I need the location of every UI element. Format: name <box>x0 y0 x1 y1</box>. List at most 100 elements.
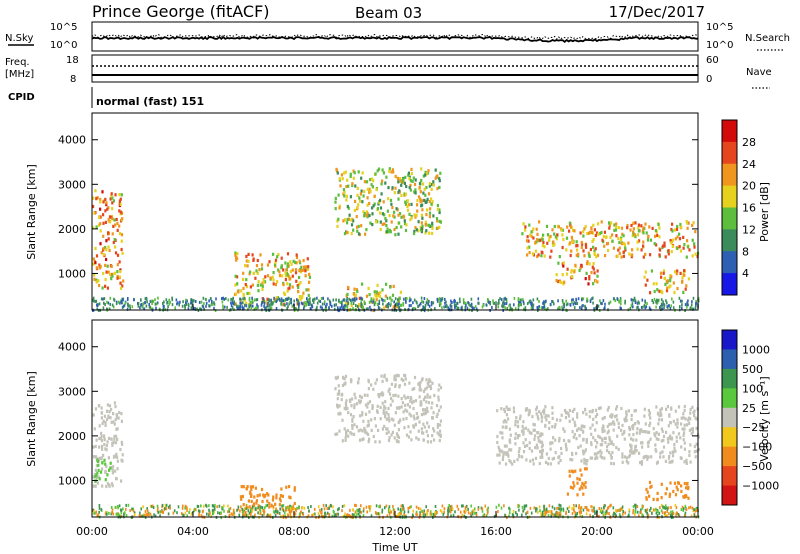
heatmap-cell <box>104 263 107 267</box>
heatmap-cell <box>388 167 391 171</box>
heatmap-cell <box>254 306 257 310</box>
heatmap-cell <box>582 304 584 308</box>
heatmap-cell <box>580 240 583 245</box>
heatmap-cell <box>112 199 115 203</box>
heatmap-cell <box>592 417 595 421</box>
heatmap-cell <box>343 194 346 198</box>
heatmap-cell <box>285 268 288 272</box>
heatmap-cell <box>97 279 100 283</box>
heatmap-cell <box>169 506 171 510</box>
heatmap-cell <box>115 413 118 417</box>
heatmap-cell <box>379 291 382 295</box>
heatmap-cell <box>667 424 670 428</box>
heatmap-cell <box>587 282 590 286</box>
heatmap-cell <box>284 511 286 515</box>
heatmap-cell <box>251 485 255 489</box>
heatmap-cell <box>430 187 433 191</box>
heatmap-cell <box>148 513 150 517</box>
heatmap-cell <box>208 508 210 512</box>
heatmap-cell <box>664 255 667 259</box>
heatmap-cell <box>444 297 446 301</box>
heatmap-cell <box>341 383 344 388</box>
heatmap-cell <box>615 445 618 450</box>
heatmap-cell <box>500 407 503 411</box>
heatmap-cell <box>255 264 259 268</box>
heatmap-cell <box>526 253 529 257</box>
heatmap-cell <box>343 504 346 508</box>
heatmap-cell <box>632 509 635 512</box>
heatmap-cell <box>630 413 633 418</box>
heatmap-cell <box>381 391 384 395</box>
heatmap-cell <box>191 512 194 515</box>
heatmap-cell <box>260 267 264 271</box>
heatmap-cell <box>599 454 602 458</box>
heatmap-cell <box>672 419 675 423</box>
heatmap-cell <box>645 497 648 501</box>
heatmap-cell <box>405 297 407 300</box>
heatmap-cell <box>498 461 501 465</box>
heatmap-cell <box>444 301 446 305</box>
heatmap-cell <box>359 414 362 418</box>
heatmap-cell <box>570 235 573 239</box>
heatmap-cell <box>273 263 277 267</box>
heatmap-cell <box>565 447 568 451</box>
heatmap-cell <box>665 289 669 293</box>
heatmap-cell <box>425 386 428 390</box>
colorbar-frame <box>721 329 738 506</box>
heatmap-cell <box>426 393 429 397</box>
heatmap-cell <box>334 200 337 204</box>
heatmap-cell <box>420 226 423 231</box>
heatmap-cell <box>564 442 567 446</box>
heatmap-cell <box>434 511 436 515</box>
heatmap-cell <box>636 233 639 237</box>
heatmap-cell <box>344 436 347 440</box>
heatmap-cell <box>376 302 379 306</box>
power-ylabel: Slant Range [km] <box>25 164 38 260</box>
heatmap-cell <box>359 510 361 514</box>
heatmap-cell <box>401 504 404 508</box>
heatmap-cell <box>346 221 349 225</box>
heatmap-cell <box>612 246 615 250</box>
heatmap-cell <box>249 485 252 489</box>
heatmap-cell <box>503 451 506 455</box>
heatmap-cell <box>569 485 572 489</box>
heatmap-cell <box>551 406 554 410</box>
heatmap-cell <box>105 203 108 207</box>
heatmap-cell <box>385 282 388 286</box>
heatmap-cell <box>121 251 124 255</box>
heatmap-cell <box>552 436 555 440</box>
heatmap-cell <box>269 303 271 307</box>
heatmap-cell <box>600 456 604 460</box>
heatmap-cell <box>393 375 396 379</box>
heatmap-cell <box>559 458 562 463</box>
heatmap-cell <box>448 504 450 507</box>
heatmap-cell <box>363 180 366 184</box>
heatmap-cell <box>389 198 393 202</box>
heatmap-cell <box>584 448 587 452</box>
heatmap-cell <box>227 504 229 508</box>
heatmap-cell <box>95 197 98 201</box>
heatmap-cell <box>388 228 392 232</box>
heatmap-cell <box>691 427 694 431</box>
heatmap-cell <box>283 299 286 303</box>
heatmap-cell <box>161 503 164 507</box>
heatmap-cell <box>424 220 427 224</box>
heatmap-cell <box>646 511 648 515</box>
heatmap-cell <box>290 262 293 266</box>
heatmap-cell <box>671 510 674 514</box>
heatmap-cell <box>444 305 447 309</box>
heatmap-cell <box>237 507 240 511</box>
heatmap-cell <box>576 428 579 432</box>
heatmap-cell <box>443 510 445 514</box>
heatmap-cell <box>397 180 400 184</box>
heatmap-cell <box>409 430 412 434</box>
heatmap-cell <box>381 179 384 183</box>
noise-search-label: N.Search <box>745 33 790 44</box>
heatmap-cell <box>211 302 214 306</box>
heatmap-cell <box>304 274 307 278</box>
heatmap-cell <box>104 423 107 427</box>
heatmap-cell <box>687 303 689 307</box>
heatmap-cell <box>377 292 380 296</box>
heatmap-cell <box>571 430 574 434</box>
